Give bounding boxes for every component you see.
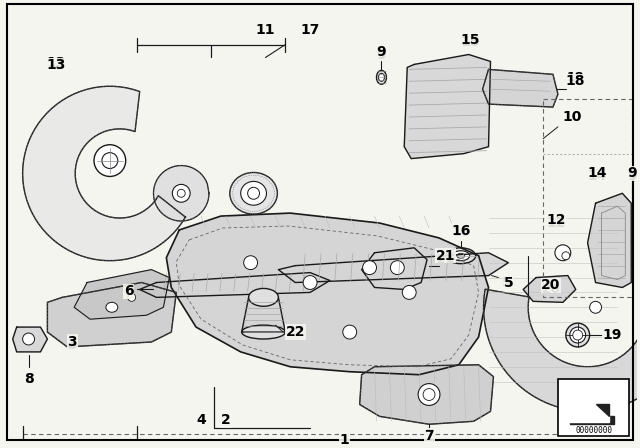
Bar: [543, 99, 632, 297]
Text: 15: 15: [461, 34, 481, 49]
Text: 14: 14: [588, 167, 607, 181]
Ellipse shape: [244, 256, 257, 270]
Ellipse shape: [566, 323, 589, 347]
Text: 8: 8: [24, 372, 33, 386]
Text: 9: 9: [377, 47, 387, 61]
Text: 19: 19: [603, 328, 622, 342]
Polygon shape: [166, 213, 488, 375]
Text: 16: 16: [451, 224, 470, 238]
Text: 14: 14: [588, 169, 607, 183]
Text: 2: 2: [221, 414, 230, 427]
Text: 5: 5: [502, 276, 511, 289]
Ellipse shape: [242, 325, 285, 339]
Text: 19: 19: [604, 328, 621, 341]
Ellipse shape: [303, 276, 317, 289]
Ellipse shape: [128, 293, 136, 302]
Polygon shape: [74, 270, 170, 319]
Polygon shape: [596, 405, 609, 416]
Text: 3: 3: [67, 338, 77, 352]
Ellipse shape: [230, 172, 277, 214]
Ellipse shape: [248, 187, 260, 199]
Polygon shape: [13, 327, 47, 352]
Text: 6: 6: [124, 284, 134, 298]
Text: 17: 17: [300, 23, 320, 37]
Ellipse shape: [343, 325, 356, 339]
Polygon shape: [404, 55, 490, 159]
Ellipse shape: [457, 253, 465, 258]
Text: 12: 12: [546, 216, 566, 230]
Text: 22: 22: [287, 326, 304, 339]
Text: 12: 12: [546, 213, 566, 227]
Text: 1: 1: [340, 433, 349, 447]
Ellipse shape: [102, 153, 118, 168]
Text: 16: 16: [452, 226, 470, 239]
Ellipse shape: [418, 383, 440, 405]
Polygon shape: [47, 283, 176, 347]
Polygon shape: [483, 69, 558, 107]
Text: 9: 9: [627, 167, 637, 181]
Text: 10: 10: [562, 110, 582, 124]
Text: 1: 1: [340, 433, 349, 447]
Ellipse shape: [241, 181, 266, 205]
Ellipse shape: [172, 185, 190, 202]
Text: 10: 10: [562, 110, 582, 124]
Ellipse shape: [106, 302, 118, 312]
Ellipse shape: [570, 327, 586, 343]
Text: 20: 20: [541, 279, 561, 293]
Polygon shape: [566, 405, 609, 422]
Polygon shape: [570, 416, 614, 424]
Polygon shape: [140, 272, 330, 297]
Text: 2: 2: [221, 414, 230, 427]
Ellipse shape: [589, 302, 602, 313]
Text: 17: 17: [300, 23, 320, 37]
Ellipse shape: [452, 251, 470, 261]
Text: 20: 20: [542, 283, 560, 296]
Ellipse shape: [555, 245, 571, 261]
Bar: [558, 379, 629, 436]
Text: 00000000: 00000000: [575, 426, 612, 435]
Text: 5: 5: [504, 276, 513, 289]
Text: 9: 9: [627, 169, 637, 183]
Text: 8: 8: [24, 372, 33, 385]
Polygon shape: [362, 248, 427, 289]
Ellipse shape: [403, 285, 416, 299]
Polygon shape: [278, 253, 508, 283]
Text: 6: 6: [124, 285, 133, 298]
Text: 7: 7: [424, 429, 434, 443]
Polygon shape: [484, 289, 640, 411]
Ellipse shape: [94, 145, 125, 177]
Polygon shape: [242, 297, 285, 332]
Ellipse shape: [177, 190, 185, 197]
Text: 11: 11: [256, 23, 275, 37]
Text: 4: 4: [196, 414, 206, 427]
Ellipse shape: [22, 333, 35, 345]
Ellipse shape: [363, 261, 376, 275]
Ellipse shape: [248, 289, 278, 306]
Ellipse shape: [423, 388, 435, 401]
Text: 7: 7: [425, 428, 433, 441]
Polygon shape: [154, 166, 209, 221]
Text: 11: 11: [256, 23, 275, 37]
Text: 22: 22: [285, 325, 305, 339]
Polygon shape: [588, 193, 631, 288]
Text: 21: 21: [436, 249, 456, 263]
Text: 9: 9: [377, 44, 387, 59]
Text: 15: 15: [461, 33, 481, 47]
Text: 4: 4: [196, 414, 205, 427]
Text: 18: 18: [566, 71, 584, 84]
Ellipse shape: [376, 70, 387, 84]
Text: 13: 13: [47, 56, 66, 70]
Polygon shape: [22, 86, 186, 261]
Ellipse shape: [446, 248, 476, 264]
Polygon shape: [360, 365, 493, 424]
Polygon shape: [524, 276, 576, 302]
Text: 18: 18: [565, 74, 584, 88]
Ellipse shape: [378, 73, 385, 81]
Ellipse shape: [573, 330, 582, 340]
Text: 3: 3: [67, 335, 77, 349]
Ellipse shape: [562, 252, 570, 260]
Ellipse shape: [390, 261, 404, 275]
Text: 21: 21: [437, 253, 454, 266]
Text: 13: 13: [47, 58, 66, 73]
